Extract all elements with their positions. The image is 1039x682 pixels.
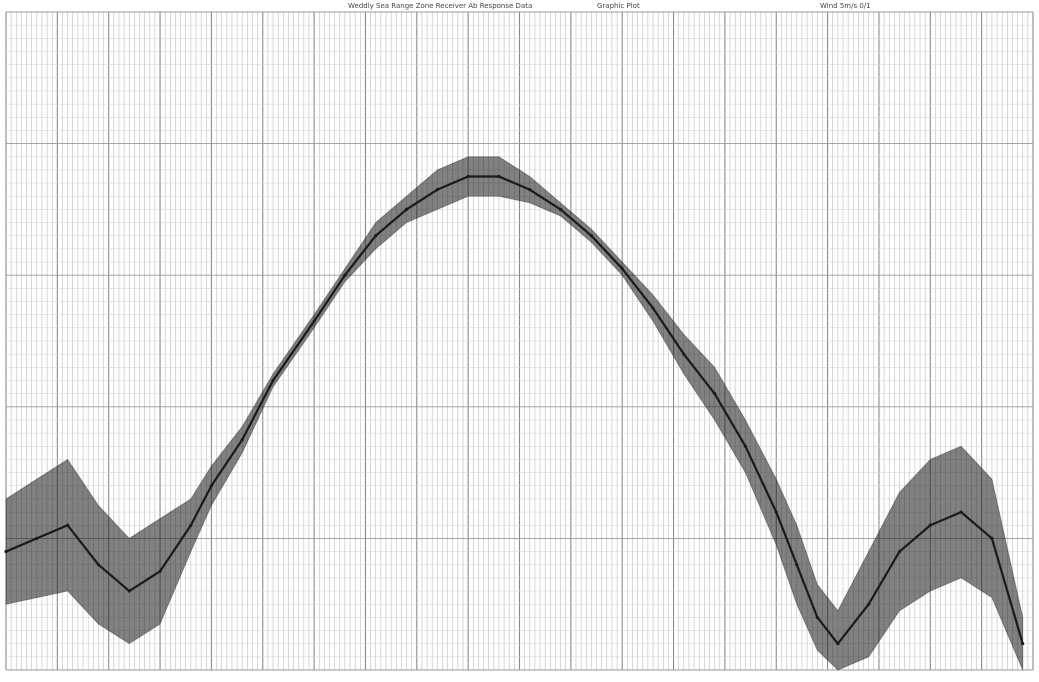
data-point [558, 207, 563, 211]
data-point [589, 234, 593, 238]
data-point [127, 589, 131, 593]
data-point [815, 615, 819, 619]
data-point [4, 549, 8, 554]
data-point [713, 392, 717, 396]
data-point [1021, 642, 1025, 646]
data-point [96, 563, 101, 567]
data-point [497, 174, 501, 179]
data-point [271, 378, 275, 383]
data-point [466, 174, 470, 179]
data-point [959, 510, 963, 514]
data-point [435, 188, 439, 192]
data-point [240, 438, 244, 442]
data-point [990, 536, 994, 541]
series-band-layer [5, 156, 1024, 671]
data-point [374, 234, 378, 238]
data-point [158, 569, 162, 573]
data-point [867, 602, 871, 606]
data-point [35, 536, 39, 541]
header-right-text: Wind 5m/s 0/1 [820, 2, 871, 10]
data-point [620, 267, 624, 271]
data-point [343, 273, 347, 277]
data-point [897, 549, 902, 554]
header-middle-text: Graphic Plot [597, 2, 640, 10]
data-point [651, 306, 655, 310]
series-points-layer [4, 174, 1025, 646]
data-point [66, 523, 70, 527]
series-band [5, 156, 1024, 671]
data-point [774, 510, 778, 514]
data-point [682, 352, 686, 356]
data-point [312, 319, 316, 323]
data-point [209, 484, 213, 488]
data-point [743, 444, 748, 448]
data-point [404, 207, 409, 211]
data-point [928, 523, 932, 527]
data-point [836, 642, 840, 646]
header-left-text: Weddly Sea Range Zone Receiver Ab Respon… [348, 2, 532, 10]
data-point [189, 523, 193, 527]
data-point [528, 188, 532, 192]
data-point [795, 563, 799, 567]
